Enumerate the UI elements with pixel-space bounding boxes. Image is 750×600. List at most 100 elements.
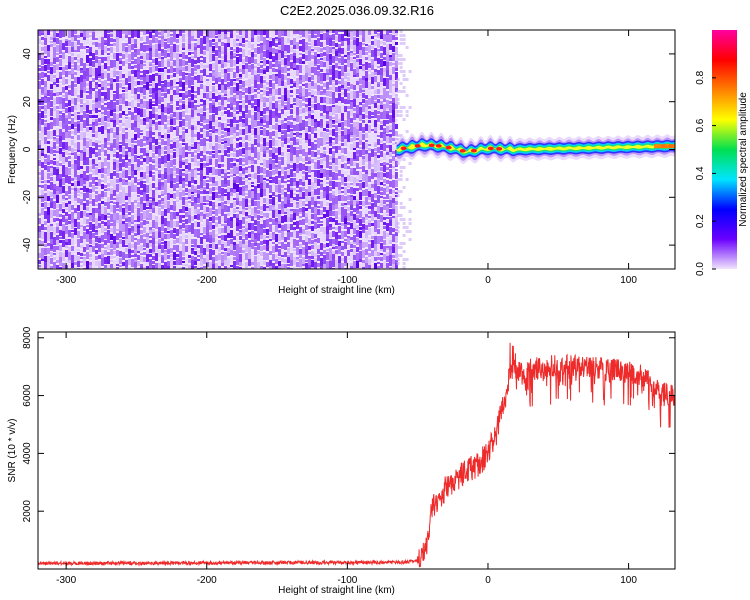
noise-cell	[95, 50, 98, 55]
noise-cell	[161, 232, 164, 238]
noise-cell	[203, 176, 206, 179]
noise-cell	[392, 216, 395, 218]
noise-cell	[182, 111, 185, 117]
noise-cell	[317, 76, 320, 83]
noise-cell	[251, 200, 254, 206]
noise-cell	[359, 227, 362, 230]
noise-cell	[218, 225, 221, 227]
noise-cell	[185, 246, 188, 252]
noise-cell	[68, 264, 71, 269]
noise-cell	[164, 129, 167, 133]
noise-cell	[191, 169, 194, 177]
noise-cell	[122, 68, 125, 72]
noise-cell	[197, 198, 200, 203]
noise-cell	[341, 48, 344, 54]
noise-cell	[269, 199, 272, 204]
noise-cell	[182, 131, 185, 139]
noise-cell	[402, 42, 406, 45]
noise-cell	[323, 62, 326, 67]
noise-cell	[344, 99, 347, 104]
noise-cell	[272, 38, 275, 46]
noise-cell	[152, 252, 155, 254]
noise-cell	[332, 205, 335, 210]
noise-cell	[347, 247, 350, 249]
noise-cell	[164, 155, 167, 163]
noise-cell	[134, 258, 137, 262]
noise-cell	[308, 210, 311, 218]
noise-cell	[341, 263, 344, 269]
noise-cell	[290, 253, 293, 260]
noise-cell	[176, 158, 179, 166]
noise-cell	[338, 48, 341, 53]
noise-cell	[128, 54, 131, 62]
noise-cell	[332, 142, 335, 145]
noise-cell	[266, 40, 269, 42]
noise-cell	[305, 249, 308, 254]
noise-cell	[128, 111, 131, 115]
noise-cell	[320, 173, 323, 178]
noise-cell	[98, 79, 101, 82]
noise-cell	[236, 210, 239, 212]
noise-cell	[380, 253, 383, 255]
noise-cell	[254, 112, 257, 120]
noise-cell	[293, 116, 296, 118]
noise-cell	[377, 84, 380, 87]
noise-cell	[113, 159, 116, 162]
noise-cell	[38, 248, 41, 253]
noise-cell	[350, 242, 353, 244]
noise-cell	[317, 255, 320, 261]
noise-cell	[386, 100, 389, 108]
noise-cell	[290, 203, 293, 207]
noise-cell	[155, 222, 158, 229]
noise-cell	[266, 107, 269, 111]
noise-cell	[65, 157, 68, 162]
noise-cell	[242, 81, 245, 87]
noise-cell	[62, 215, 65, 222]
noise-cell	[386, 30, 389, 35]
noise-cell	[86, 141, 89, 148]
noise-cell	[98, 203, 101, 209]
noise-cell	[320, 42, 323, 47]
noise-cell	[140, 155, 143, 159]
noise-cell	[392, 234, 395, 242]
noise-cell	[74, 84, 77, 87]
noise-cell	[110, 78, 113, 84]
noise-cell	[50, 90, 53, 93]
noise-cell	[206, 37, 209, 43]
noise-cell	[296, 194, 299, 201]
noise-cell	[341, 76, 344, 78]
noise-cell	[281, 106, 284, 108]
noise-cell	[158, 75, 161, 82]
noise-cell	[302, 257, 305, 264]
noise-cell	[89, 89, 92, 94]
noise-cell	[335, 93, 338, 96]
noise-cell	[281, 167, 284, 174]
noise-cell	[353, 148, 356, 150]
noise-cell	[245, 69, 248, 71]
noise-cell	[320, 266, 323, 269]
noise-cell	[257, 201, 260, 209]
noise-cell	[263, 45, 266, 50]
noise-cell	[380, 243, 383, 249]
noise-cell	[158, 149, 161, 155]
noise-cell	[356, 179, 359, 182]
noise-cell	[395, 263, 398, 269]
noise-cell	[62, 249, 65, 253]
noise-cell	[254, 207, 257, 213]
noise-cell	[359, 102, 362, 105]
noise-cell	[311, 191, 314, 197]
noise-cell	[308, 231, 311, 236]
noise-cell	[341, 113, 344, 121]
noise-cell	[95, 152, 98, 157]
noise-cell	[356, 247, 359, 252]
noise-cell	[38, 77, 41, 80]
noise-cell	[182, 223, 185, 228]
noise-cell	[408, 210, 412, 213]
noise-cell	[155, 91, 158, 93]
noise-cell	[200, 70, 203, 73]
noise-cell	[293, 68, 296, 70]
noise-cell	[152, 208, 155, 213]
noise-cell	[158, 250, 161, 257]
noise-cell	[74, 202, 77, 206]
noise-cell	[137, 202, 140, 207]
